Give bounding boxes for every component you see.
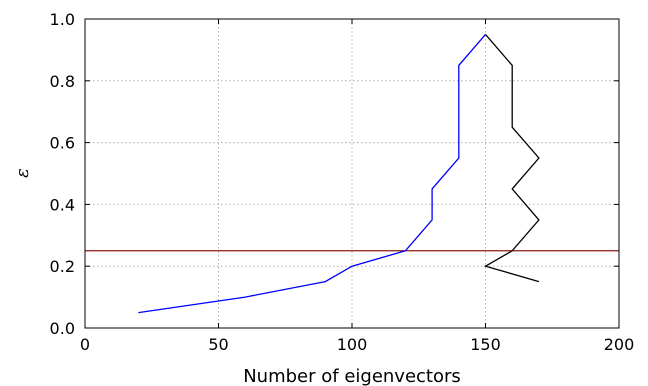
series-group (85, 33, 619, 314)
grid (85, 19, 619, 328)
x-axis-label: Number of eigenvectors (243, 366, 461, 386)
y-tick-label: 0.8 (50, 72, 75, 91)
x-tick-label: 100 (337, 335, 368, 354)
x-tick-label: 0 (80, 335, 90, 354)
y-tick-label: 0.2 (50, 257, 75, 276)
x-tick-label: 200 (604, 335, 635, 354)
ticks (84, 18, 620, 329)
y-tick-label: 0.6 (50, 134, 75, 153)
y-tick-label: 1.0 (50, 10, 75, 29)
y-tick-label: 0.4 (50, 195, 75, 214)
series-line-1 (138, 33, 486, 314)
series-line-2 (483, 33, 540, 283)
plot-frame (84, 18, 620, 329)
y-axis-label: ε (12, 168, 33, 178)
tick-labels: 0 50 100 150 200 0.0 0.2 0.4 0.6 0.8 1.0 (50, 10, 635, 354)
x-tick-label: 50 (208, 335, 228, 354)
x-tick-label: 150 (470, 335, 501, 354)
y-tick-label: 0.0 (50, 319, 75, 338)
